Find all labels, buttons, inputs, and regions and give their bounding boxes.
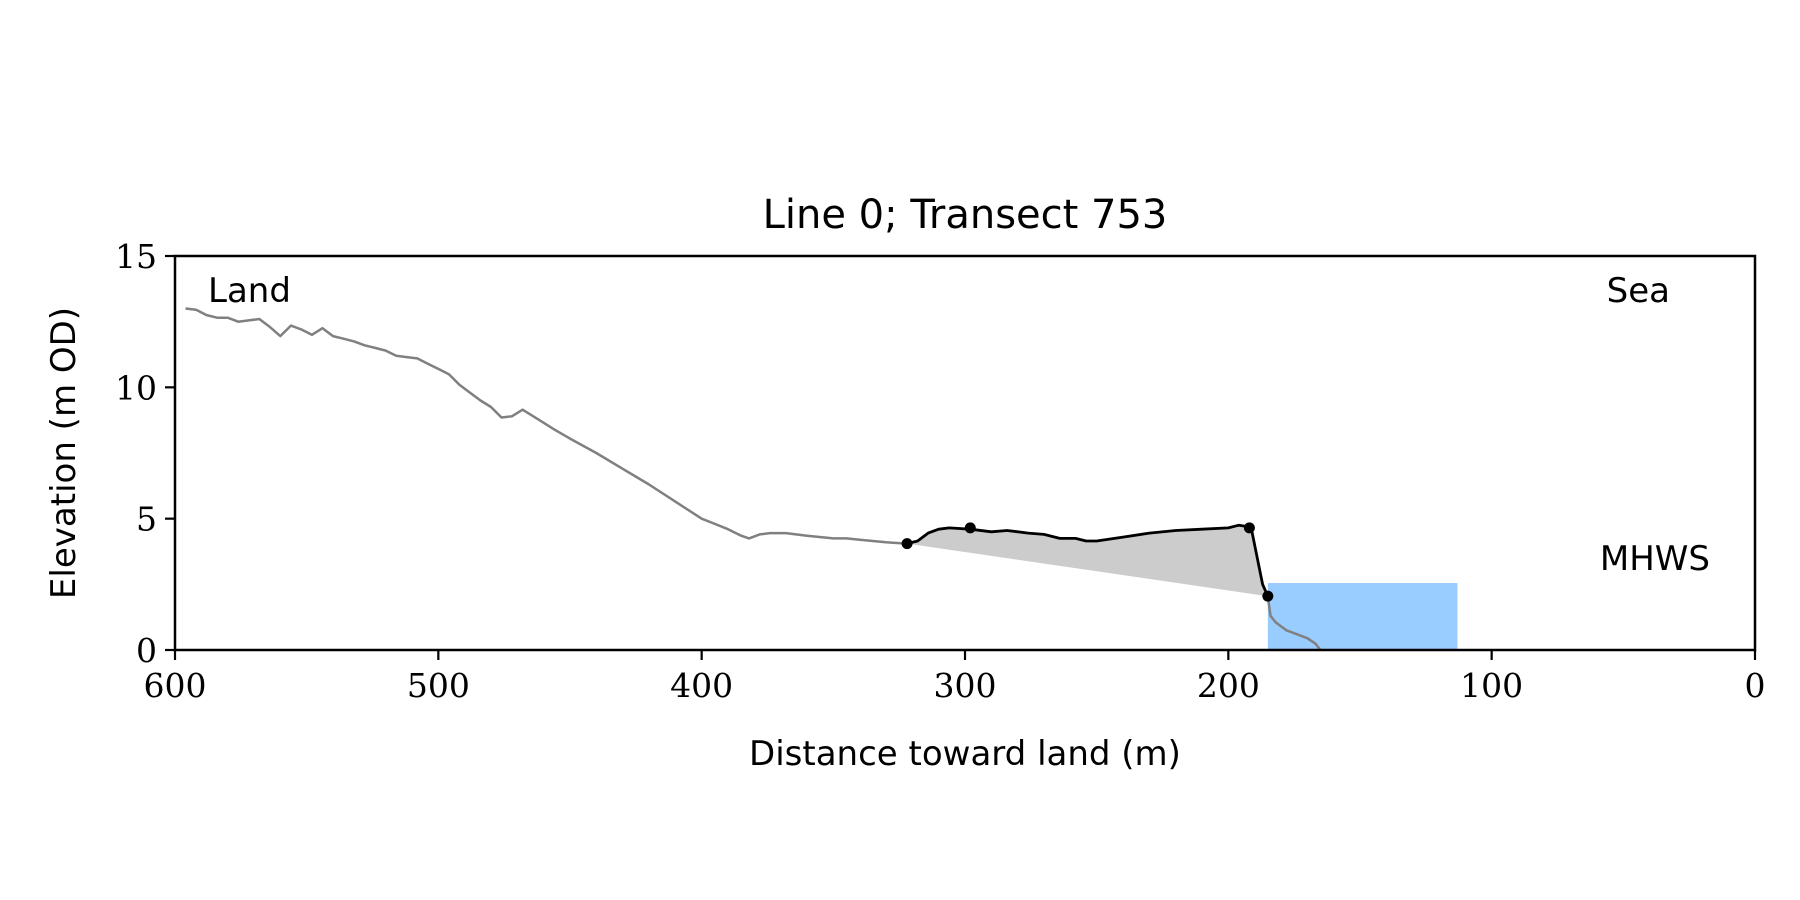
x-tick-label: 400 [670, 666, 733, 705]
land-annotation: Land [208, 271, 291, 311]
y-tick-label: 0 [136, 631, 157, 670]
x-tick-label: 0 [1745, 666, 1766, 705]
profile-line [185, 307, 908, 545]
x-axis-label: Distance toward land (m) [749, 734, 1181, 774]
dune-point [901, 538, 913, 550]
x-tick-label: 600 [144, 666, 207, 705]
points-layer [901, 522, 1274, 602]
profile-line-seaward [1266, 596, 1322, 651]
x-ticks: 600 500 400 300 200 100 0 [144, 650, 1766, 705]
y-tick-label: 10 [115, 368, 157, 407]
x-tick-label: 500 [407, 666, 470, 705]
lines-layer [185, 307, 1322, 651]
y-tick-label: 5 [136, 500, 157, 539]
mhws-water-fill [1267, 583, 1458, 650]
x-tick-label: 200 [1197, 666, 1260, 705]
x-tick-label: 300 [934, 666, 997, 705]
x-tick-label: 100 [1460, 666, 1523, 705]
mhws-annotation: MHWS [1600, 539, 1710, 579]
dune-point [1243, 522, 1255, 534]
y-tick-label: 15 [115, 237, 157, 276]
fills-layer [907, 525, 1458, 650]
dune-point [1262, 590, 1274, 602]
y-axis-label: Elevation (m OD) [44, 307, 84, 599]
dune-point [964, 522, 976, 534]
chart-title: Line 0; Transect 753 [763, 192, 1168, 238]
y-ticks: 0 5 10 15 [115, 237, 175, 670]
axes-frame [173, 254, 1757, 652]
sea-annotation: Sea [1607, 271, 1670, 311]
dune-volume-fill [907, 525, 1268, 597]
